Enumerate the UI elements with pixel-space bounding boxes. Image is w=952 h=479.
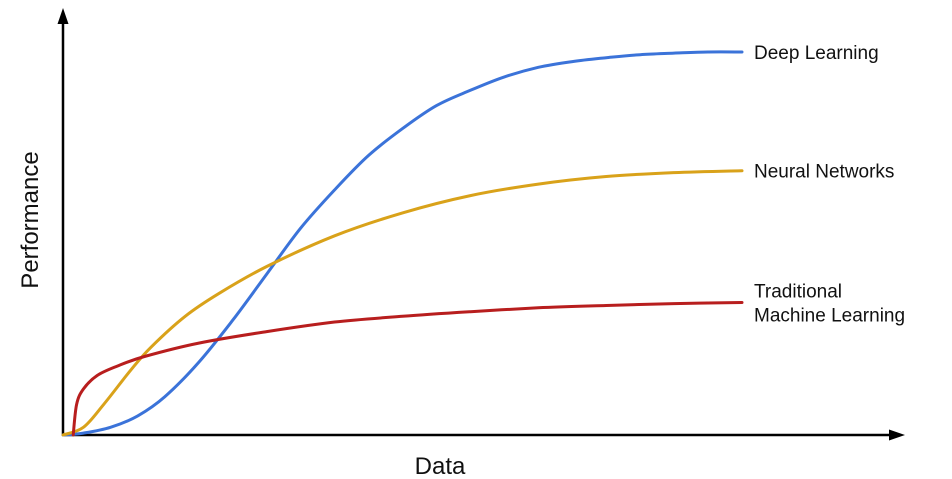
series-label-line: Traditional [754, 282, 842, 303]
series-line-traditional-machine-learning [71, 301, 744, 437]
series-label-line: Machine Learning [754, 306, 905, 327]
series-label-neural-networks: Neural Networks [754, 162, 894, 183]
x-axis-arrow-icon [889, 429, 905, 441]
y-axis-label: Performance [17, 151, 44, 288]
series-line-neural-networks [61, 169, 744, 437]
series-line-deep-learning [61, 50, 744, 437]
y-axis-arrow-icon [57, 8, 69, 24]
axes [57, 8, 905, 441]
series-label-traditional-machine-learning: Traditional Machine Learning [754, 282, 905, 327]
series-label-line: Neural Networks [754, 162, 894, 183]
series-layer: Deep Learning Neural Networks Traditional M… [61, 43, 905, 437]
x-axis-label: Data [415, 453, 466, 479]
series-label-deep-learning: Deep Learning [754, 43, 879, 64]
series-label-line: Deep Learning [754, 43, 879, 64]
